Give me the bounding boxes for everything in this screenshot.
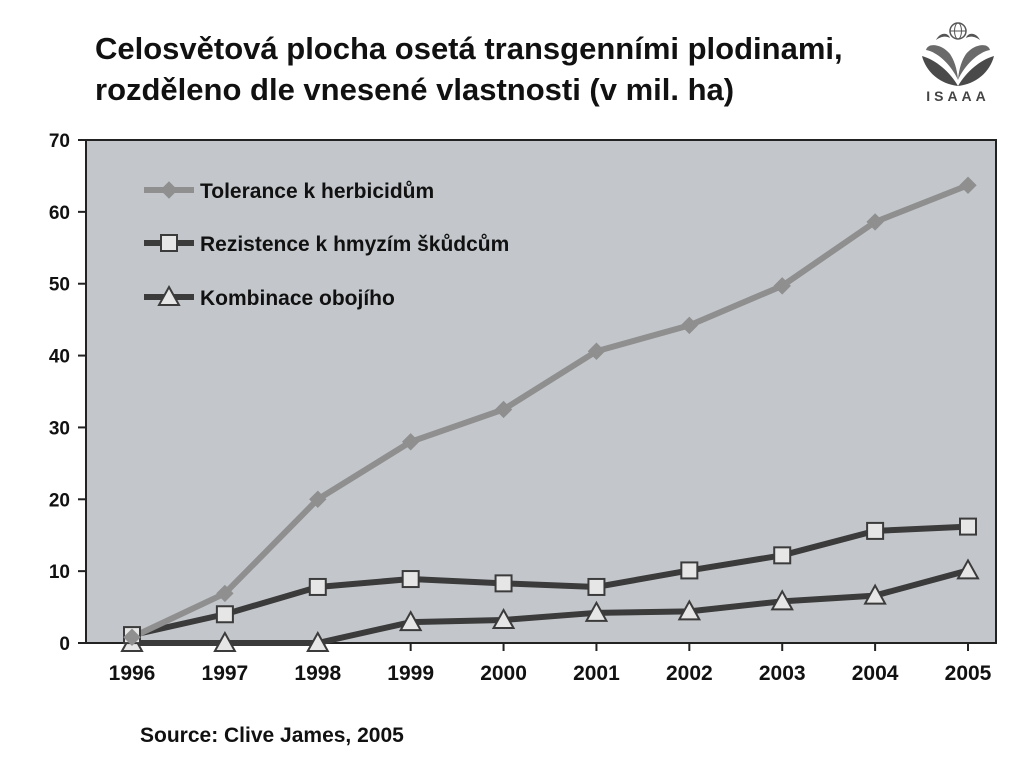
series-2-point [401, 570, 420, 589]
series-3-point [677, 599, 702, 621]
legend-item-1-label: Tolerance k herbicidům [200, 180, 434, 203]
isaaa-logo: ISAAA [916, 20, 1000, 110]
series-2-point [959, 517, 977, 536]
series-1-point [401, 433, 420, 451]
plot-area [85, 139, 997, 644]
x-tick-label: 1998 [294, 662, 341, 685]
series-3-line [132, 567, 969, 646]
y-tick-label: 40 [49, 347, 70, 368]
series-1-line [130, 182, 970, 640]
series-1-point [680, 316, 699, 335]
isaaa-leaves-globe-logo-icon [922, 22, 994, 86]
y-tick-label: 50 [49, 275, 70, 296]
series-2-point [866, 521, 885, 540]
series-2-point [308, 577, 327, 596]
x-tick-label: 2001 [573, 662, 620, 685]
y-tick-label: 60 [49, 203, 70, 224]
series-1-point [773, 277, 791, 295]
series-2-point [587, 577, 606, 596]
series-3-point [770, 589, 794, 611]
series-1-point [959, 176, 977, 194]
series-2-point [215, 605, 234, 624]
series-1-point [309, 490, 327, 508]
x-tick-label: 2004 [852, 662, 899, 685]
legend-item-1-marker [160, 181, 178, 199]
legend-item-3-label: Kombinace obojího [200, 287, 395, 310]
y-tick-label: 70 [49, 131, 70, 152]
series-3-point [491, 607, 516, 630]
y-tick-label: 20 [49, 490, 70, 511]
x-tick-label: 1999 [387, 662, 434, 685]
series-3-point [863, 583, 887, 605]
series-2-point [773, 546, 792, 565]
series-3-point [213, 630, 237, 652]
y-tick-label: 10 [49, 562, 70, 583]
series-3-point [306, 630, 330, 652]
legend-item-2-label: Rezistence k hmyzím škůdcům [200, 233, 509, 256]
series-1-point [123, 628, 141, 646]
series-2-point [494, 574, 513, 593]
x-tick-label: 2002 [666, 662, 713, 685]
logo-text: ISAAA [926, 88, 990, 104]
x-tick-label: 1997 [202, 662, 249, 685]
legend-item-2-marker [160, 234, 178, 252]
x-tick-label: 2005 [945, 662, 992, 685]
series-1-point [216, 584, 234, 603]
series-1-point [494, 400, 513, 419]
chart-title-line-2: rozděleno dle vnesené vlastnosti (v mil.… [95, 72, 735, 107]
chart-title: Celosvětová plocha osetá transgenními pl… [95, 28, 915, 110]
series-2-line [131, 523, 969, 639]
series-1-point [587, 342, 606, 360]
legend-item-3-marker [157, 284, 181, 306]
series-2-point [680, 561, 699, 580]
series-1-point [866, 213, 884, 231]
x-tick-label: 1996 [109, 662, 156, 685]
series-3-point [956, 558, 980, 580]
series-3-point [398, 610, 423, 632]
x-tick-label: 2003 [759, 662, 806, 685]
chart-title-line-1: Celosvětová plocha osetá transgenními pl… [95, 31, 843, 66]
y-tick-label: 0 [59, 634, 70, 655]
y-tick-label: 30 [49, 418, 70, 439]
series-3-point [584, 600, 609, 622]
x-tick-label: 2000 [480, 662, 527, 685]
source-note: Source: Clive James, 2005 [140, 724, 404, 747]
